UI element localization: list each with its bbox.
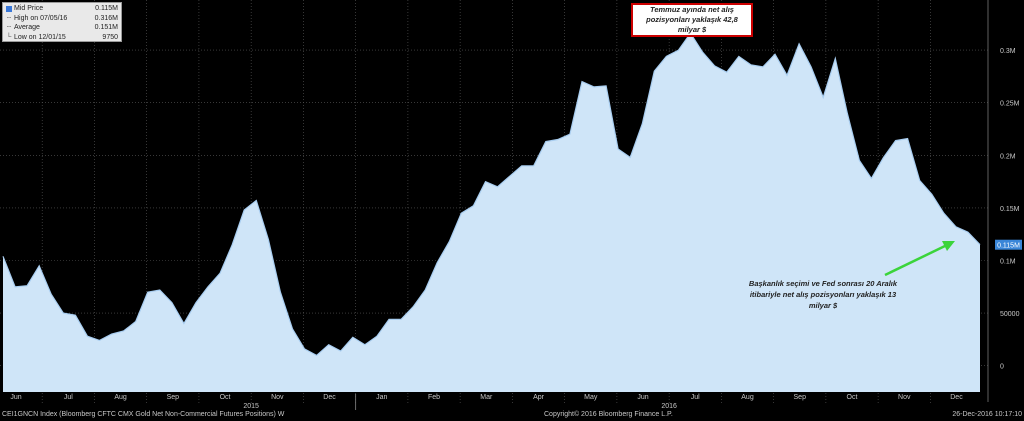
x-tick-label: Aug [741, 394, 754, 401]
x-tick-label: Mar [480, 394, 493, 401]
legend-label: Average [14, 24, 40, 31]
legend-row-average: ┄ Average 0.151M [6, 23, 118, 33]
legend: Mid Price 0.115M ┄ High on 07/05/16 0.316… [2, 2, 122, 42]
x-tick-label: Oct [220, 394, 231, 401]
x-tick-label: Jan [376, 394, 387, 401]
arrow-head-icon [942, 241, 955, 251]
line-marker-icon: ┄ [6, 14, 12, 22]
x-tick-label: Apr [533, 394, 545, 401]
x-tick-label: Feb [428, 394, 440, 401]
x-year-label: 2015 [243, 403, 259, 410]
series-line [2, 32, 981, 357]
x-tick-label: Dec [950, 394, 963, 401]
line-marker-icon: ┄ [6, 24, 12, 31]
x-tick-label: Jun [10, 394, 21, 401]
x-tick-label: Jul [691, 394, 700, 401]
x-tick-label: Jul [64, 394, 73, 401]
legend-row-mid: Mid Price 0.115M [6, 4, 118, 14]
legend-value: 0.151M [94, 24, 118, 31]
y-tick-label: 0.25M [1000, 101, 1020, 108]
x-tick-label: Nov [898, 394, 911, 401]
legend-value: 9750 [102, 33, 118, 41]
y-tick-label: 0.15M [1000, 206, 1020, 213]
footer: CEI1GNCN Index (Bloomberg CFTC CMX Gold … [0, 411, 1024, 421]
last-value-label: 0.115M [997, 243, 1020, 250]
legend-label: High on 07/05/16 [14, 14, 68, 22]
x-year-label: 2016 [661, 403, 677, 410]
y-tick-label: 0.1M [1000, 258, 1016, 265]
x-tick-label: Sep [794, 394, 807, 401]
y-axis: 0 50000 0.1M 0.15M 0.2M 0.25M 0.3M [987, 0, 1020, 402]
line-marker-icon: └ [6, 33, 12, 41]
legend-row-high: ┄ High on 07/05/16 0.316M [6, 14, 118, 24]
footer-timestamp: 26-Dec-2016 10:17:10 [952, 411, 1022, 418]
legend-row-low: └ Low on 12/01/15 9750 [6, 33, 118, 43]
y-tick-label: 0 [1000, 364, 1004, 371]
annotation-december: Başkanlık seçimi ve Fed sonrası 20 Aralı… [748, 279, 898, 310]
legend-label: Low on 12/01/15 [14, 33, 66, 41]
overlay-layer: 0.115M [884, 239, 1022, 277]
legend-value: 0.316M [94, 14, 118, 22]
x-tick-label: Aug [114, 394, 127, 401]
y-tick-label: 50000 [1000, 311, 1020, 318]
legend-label: Mid Price [14, 5, 44, 12]
x-tick-label: Oct [847, 394, 858, 401]
footer-copyright: Copyright© 2016 Bloomberg Finance L.P. [544, 411, 673, 418]
x-tick-label: Nov [271, 394, 284, 401]
series-layer [2, 32, 981, 392]
y-tick-label: 0.2M [1000, 153, 1016, 160]
y-tick-label: 0.3M [1000, 48, 1016, 55]
x-axis: Jun Jul Aug Sep Oct Nov Dec Jan Feb Mar Apr May Jun J… [10, 394, 963, 410]
arrow-shaft [884, 243, 948, 277]
last-value-badge [995, 239, 1022, 250]
annotation-july-peak: Temmuz ayında net alış pozisyonları yakl… [631, 3, 753, 37]
footer-ticker: CEI1GNCN Index (Bloomberg CFTC CMX Gold … [2, 411, 285, 418]
area-fill [3, 33, 980, 392]
x-tick-label: Jun [637, 394, 648, 401]
square-icon [6, 5, 12, 12]
x-tick-label: Dec [323, 394, 336, 401]
x-tick-label: Sep [167, 394, 180, 401]
legend-value: 0.115M [95, 5, 118, 12]
x-tick-label: May [584, 394, 598, 401]
